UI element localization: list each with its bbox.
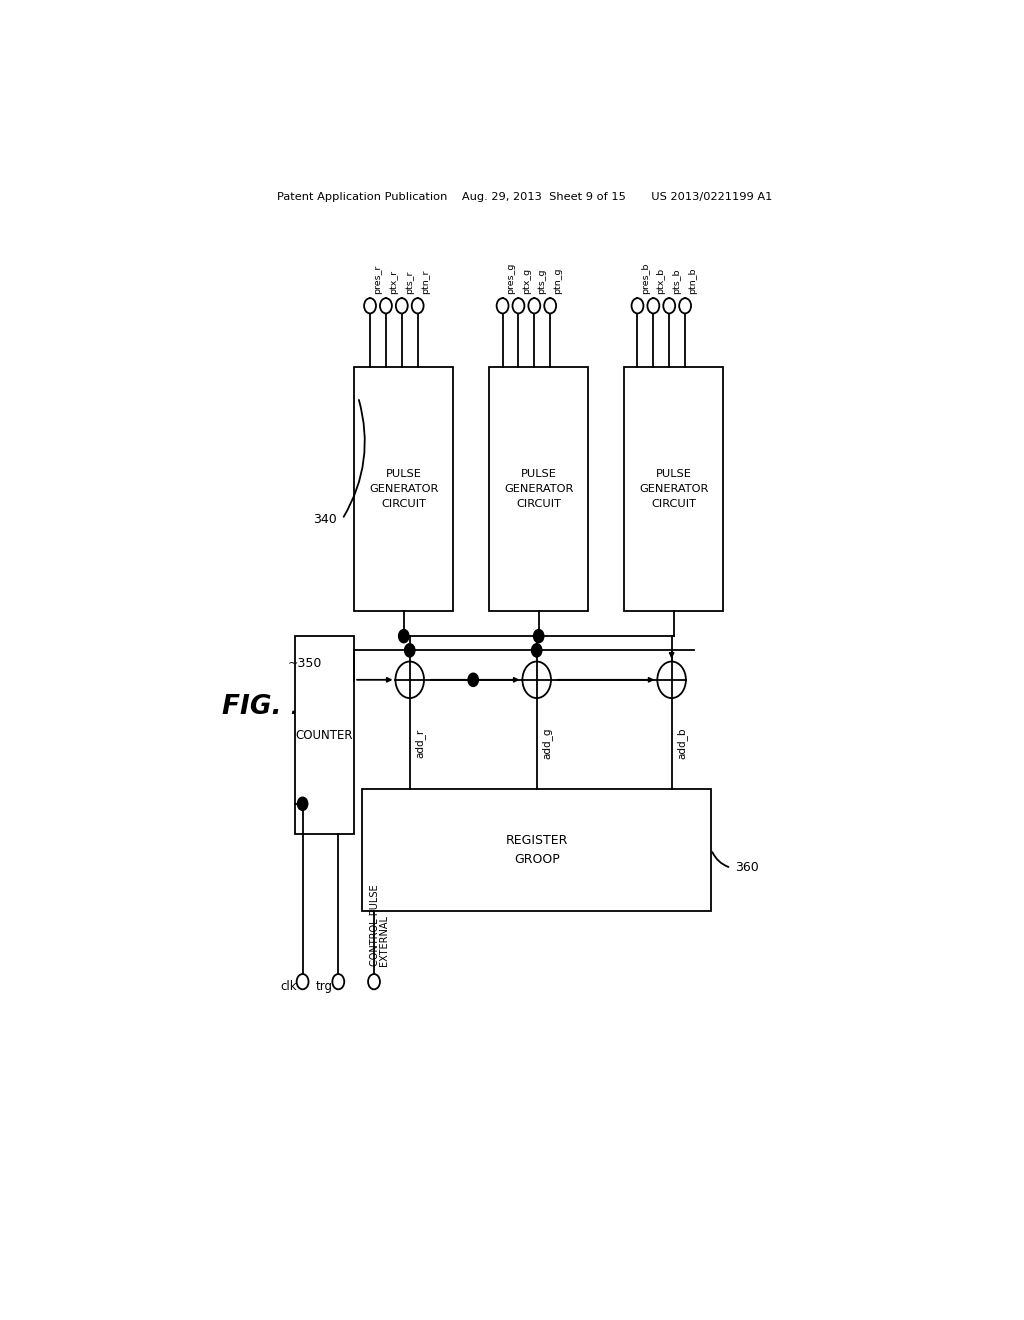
Text: ptx_b: ptx_b [656,268,666,293]
Text: 360: 360 [735,862,759,874]
Circle shape [528,298,541,313]
Text: PULSE
GENERATOR
CIRCUIT: PULSE GENERATOR CIRCUIT [504,469,573,508]
Circle shape [522,661,551,698]
Circle shape [657,661,686,698]
Circle shape [297,974,308,989]
FancyBboxPatch shape [354,367,454,611]
Circle shape [531,644,542,657]
Text: FIG. 10: FIG. 10 [222,694,328,721]
Circle shape [368,974,380,989]
Text: ptn_g: ptn_g [553,267,562,293]
Text: add_g: add_g [542,727,552,759]
Text: COUNTER: COUNTER [296,729,353,742]
Circle shape [395,661,424,698]
Text: pres_g: pres_g [506,263,515,293]
FancyBboxPatch shape [624,367,723,611]
Text: pts_r: pts_r [404,271,414,293]
Text: clk: clk [281,981,297,993]
Text: trg: trg [315,981,333,993]
Circle shape [333,974,344,989]
Circle shape [396,298,408,313]
Text: pts_b: pts_b [673,268,681,293]
Text: ptx_g: ptx_g [521,268,530,293]
Text: PULSE
GENERATOR
CIRCUIT: PULSE GENERATOR CIRCUIT [369,469,438,508]
Circle shape [404,644,415,657]
Circle shape [365,298,376,313]
Text: ptx_r: ptx_r [389,269,398,293]
Circle shape [647,298,659,313]
Text: pres_b: pres_b [641,263,649,293]
Text: pts_g: pts_g [538,268,547,293]
Circle shape [497,298,509,313]
Text: 340: 340 [313,512,337,525]
Text: add_r: add_r [415,729,425,758]
Text: ~350: ~350 [288,657,323,671]
Circle shape [544,298,556,313]
Circle shape [664,298,675,313]
Text: pres_r: pres_r [373,264,382,293]
Text: Patent Application Publication    Aug. 29, 2013  Sheet 9 of 15       US 2013/022: Patent Application Publication Aug. 29, … [278,191,772,202]
Circle shape [534,630,544,643]
Text: ptn_b: ptn_b [688,267,697,293]
Circle shape [468,673,478,686]
Text: CONTROL PULSE: CONTROL PULSE [370,884,380,966]
Circle shape [632,298,643,313]
Text: PULSE
GENERATOR
CIRCUIT: PULSE GENERATOR CIRCUIT [639,469,709,508]
Text: REGISTER
GROOP: REGISTER GROOP [506,833,568,866]
Text: EXTERNAL: EXTERNAL [379,916,389,966]
Circle shape [398,630,409,643]
Circle shape [512,298,524,313]
Text: ptn_r: ptn_r [421,269,430,293]
FancyBboxPatch shape [362,788,712,911]
FancyBboxPatch shape [489,367,588,611]
Circle shape [380,298,392,313]
Text: add_b: add_b [677,727,687,759]
Circle shape [297,797,308,810]
FancyBboxPatch shape [295,636,354,834]
Circle shape [412,298,424,313]
Circle shape [679,298,691,313]
